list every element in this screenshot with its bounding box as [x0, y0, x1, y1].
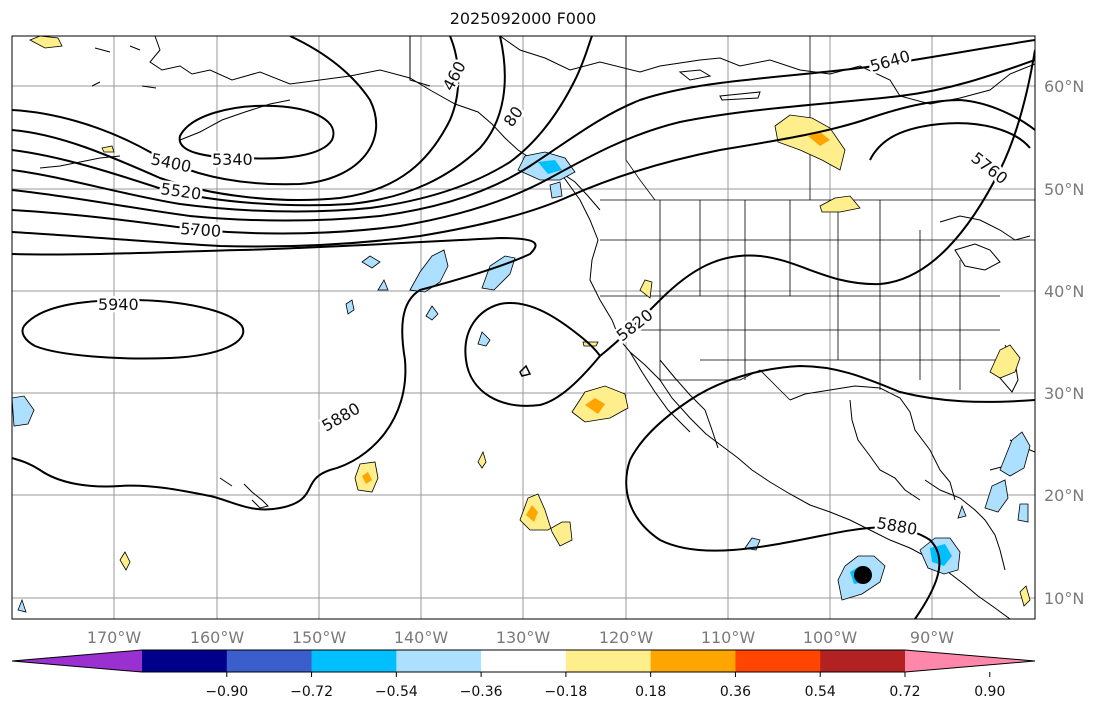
colorbar-tick-label: 0.54 — [805, 684, 836, 700]
colorbar-ticks: −0.90 −0.72 −0.54 −0.36 −0.18 0.18 0.36 0.54 0.7… — [205, 672, 1005, 700]
colorbar-tick-label: 0.36 — [720, 684, 751, 700]
lat-label-30n: 30°N — [1044, 384, 1084, 403]
colorbar-swatch — [481, 650, 567, 672]
colorbar-swatch — [311, 650, 397, 672]
chart-title: 2025092000 F000 — [449, 9, 597, 28]
longitude-labels: 170°W 160°W 150°W 140°W 130°W 120°W 110°… — [87, 628, 954, 647]
lat-label-50n: 50°N — [1044, 180, 1084, 199]
height-contours — [12, 36, 1035, 619]
contour-label-5700: 5700 — [180, 219, 222, 241]
latitude-labels: 60°N 50°N 40°N 30°N 20°N 10°N — [1044, 77, 1084, 608]
lon-label-100w: 100°W — [803, 628, 858, 647]
colorbar-swatch — [226, 650, 313, 672]
colorbar-swatch — [565, 650, 652, 672]
colorbar-swatch — [650, 650, 736, 672]
colorbar-tick-label: 0.18 — [635, 684, 666, 700]
map-frame — [11, 35, 1036, 620]
colorbar-outline — [11, 649, 1036, 673]
lon-label-170w: 170°W — [87, 628, 142, 647]
lon-label-90w: 90°W — [910, 628, 954, 647]
colorbar-swatch — [396, 650, 482, 672]
colorbar-swatch — [142, 650, 228, 672]
gridlines — [12, 36, 1035, 619]
colorbar: −0.90 −0.72 −0.54 −0.36 −0.18 0.18 0.36 0.54 0.7… — [11, 649, 1036, 700]
colorbar-tick-label: −0.72 — [290, 684, 333, 700]
lat-label-60n: 60°N — [1044, 77, 1084, 96]
positive-anomaly-patches — [29, 36, 1031, 607]
lat-label-20n: 20°N — [1044, 486, 1084, 505]
colorbar-swatch — [820, 650, 906, 672]
colorbar-tick-label: −0.90 — [205, 684, 248, 700]
lon-label-160w: 160°W — [190, 628, 245, 647]
colorbar-swatch-under — [12, 650, 142, 672]
lon-label-130w: 130°W — [496, 628, 551, 647]
contour-label-5340: 5340 — [212, 150, 253, 169]
lon-label-140w: 140°W — [394, 628, 449, 647]
lon-label-150w: 150°W — [292, 628, 347, 647]
colorbar-swatch — [735, 650, 821, 672]
colorbar-swatch-over — [905, 650, 1035, 672]
colorbar-tick-label: −0.54 — [375, 684, 418, 700]
lat-label-40n: 40°N — [1044, 282, 1084, 301]
colorbar-tick-label: 0.90 — [974, 684, 1005, 700]
lon-label-110w: 110°W — [701, 628, 756, 647]
lat-label-10n: 10°N — [1044, 589, 1084, 608]
lon-label-120w: 120°W — [599, 628, 654, 647]
colorbar-tick-label: −0.36 — [460, 684, 503, 700]
contour-label-5940: 5940 — [98, 295, 139, 314]
colorbar-swatches — [11, 649, 1036, 673]
storm-center-marker — [854, 566, 872, 584]
colorbar-tick-label: −0.18 — [544, 684, 587, 700]
colorbar-tick-label: 0.72 — [889, 684, 920, 700]
